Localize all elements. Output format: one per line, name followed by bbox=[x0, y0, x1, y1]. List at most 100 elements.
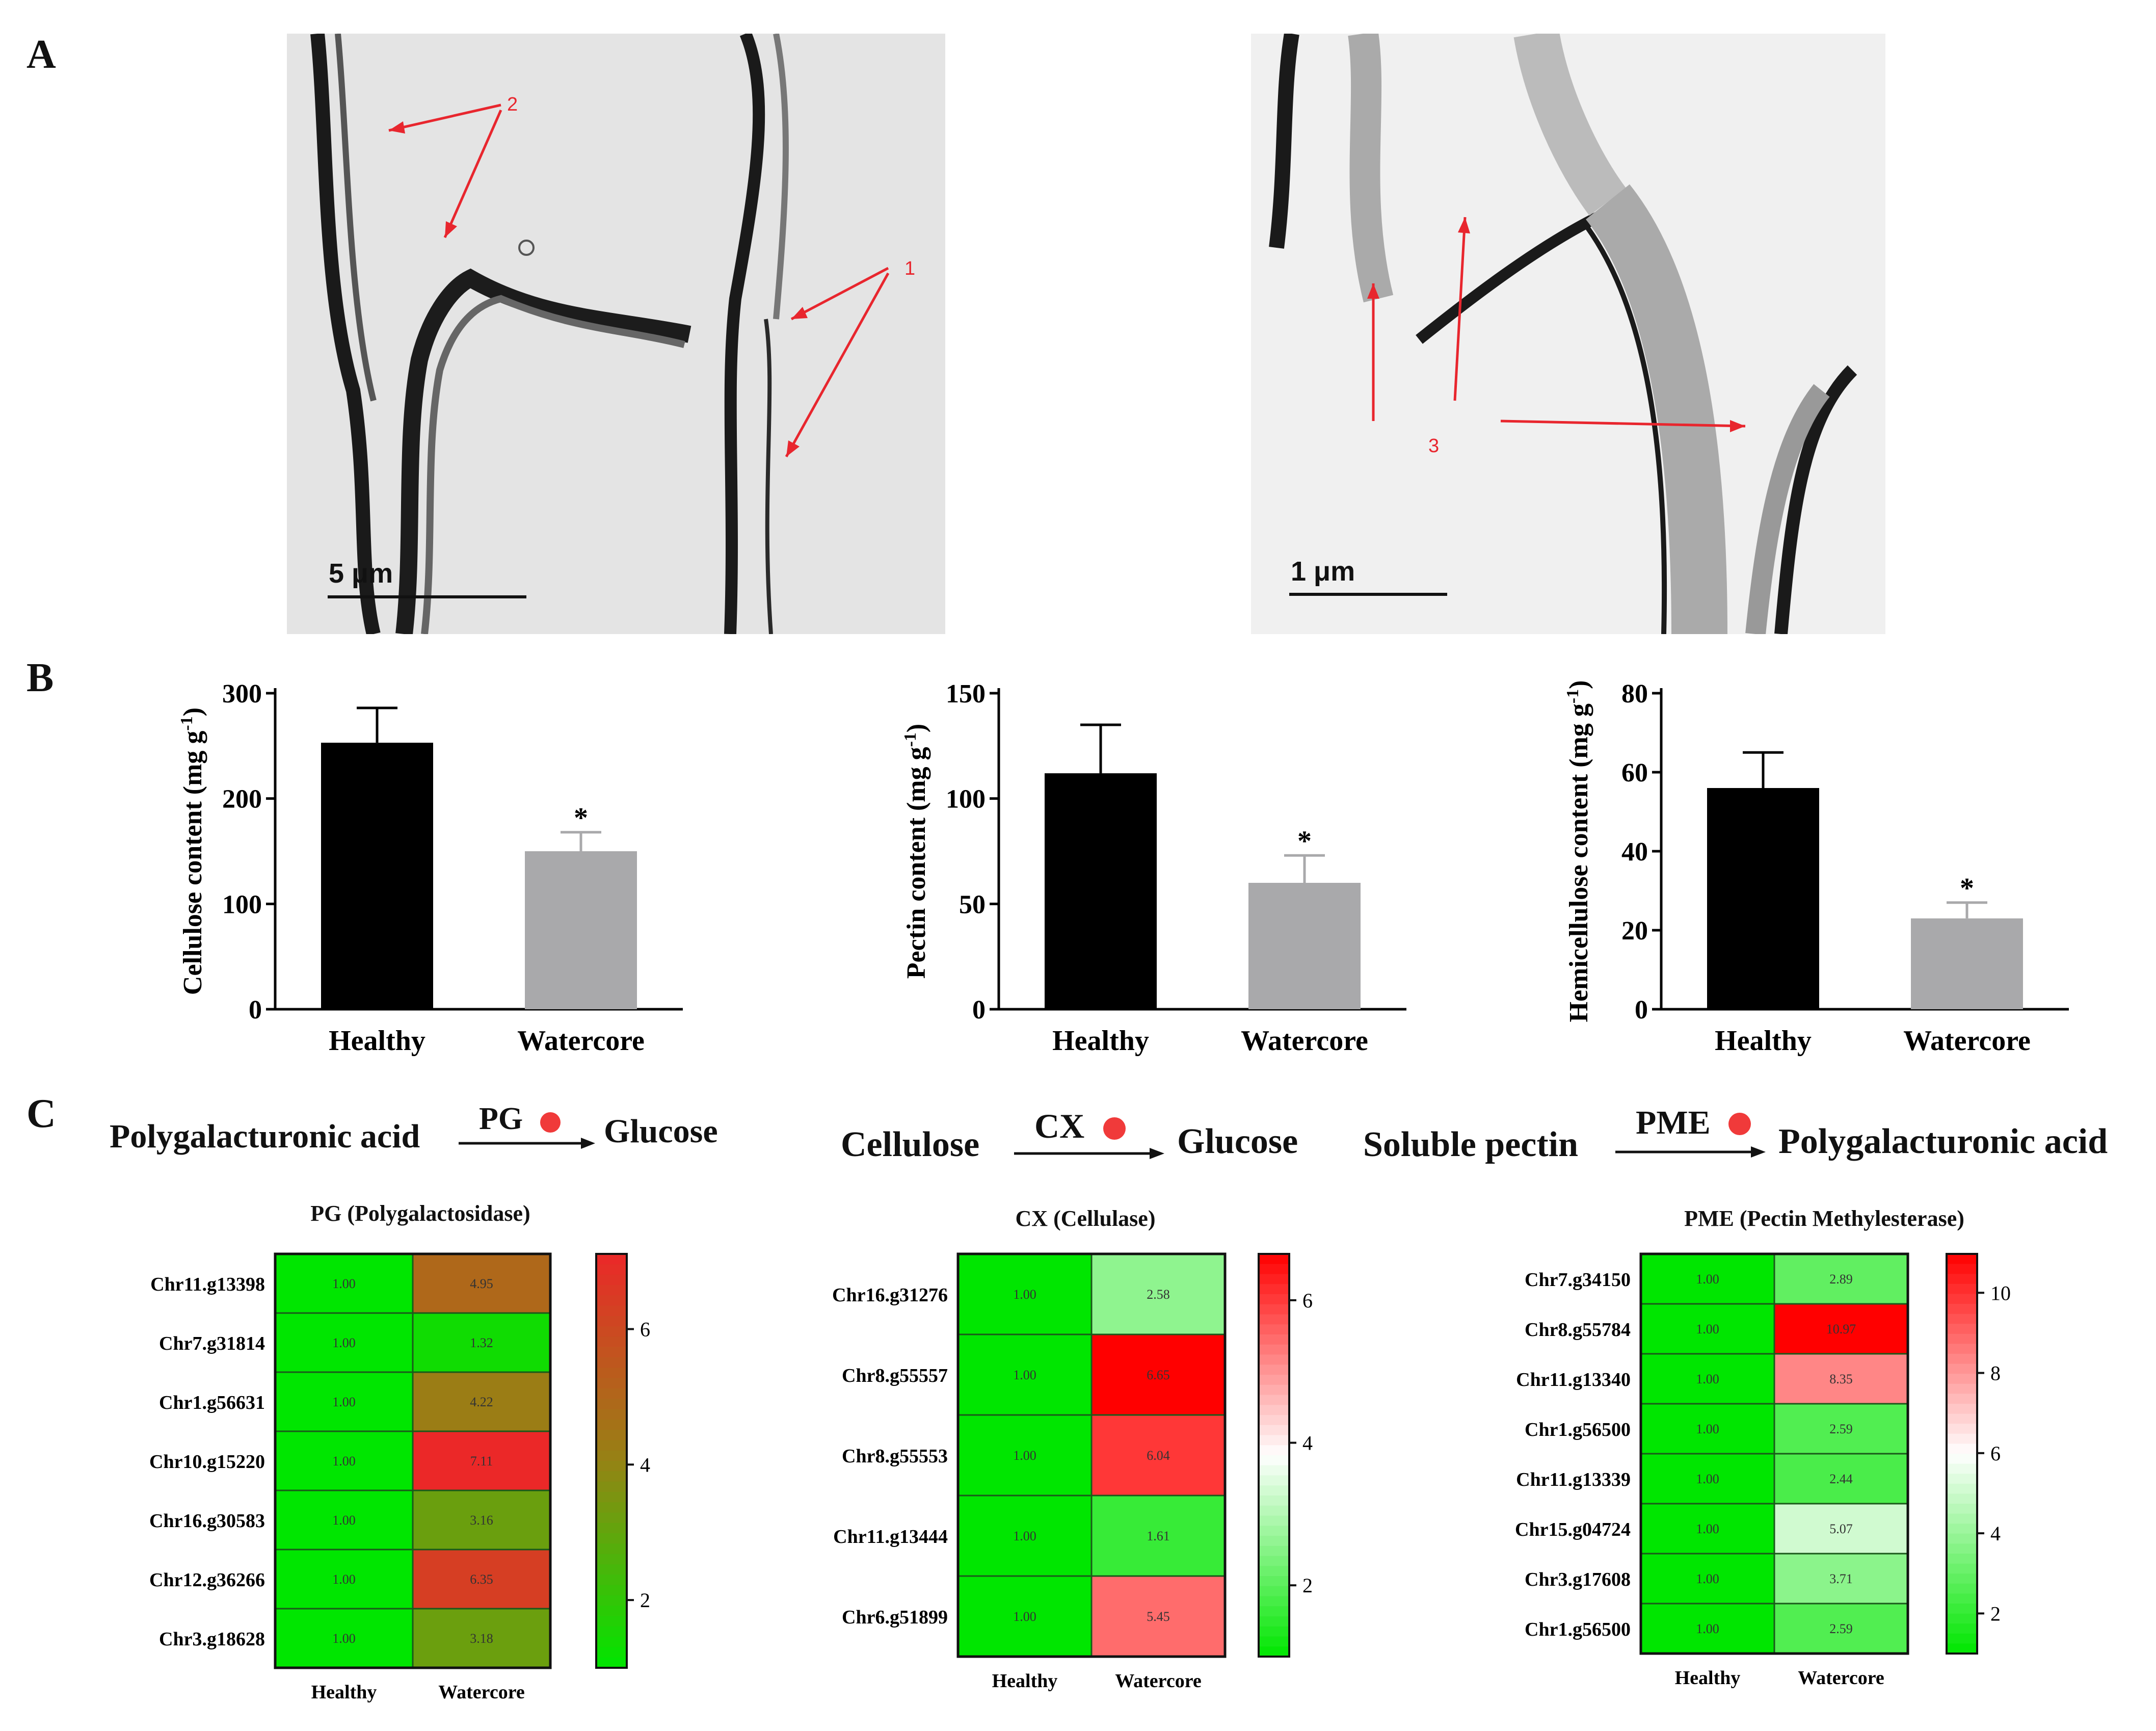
colorbar-segment bbox=[1947, 1324, 1977, 1334]
colorbar-segment bbox=[596, 1305, 627, 1317]
y-axis-label: Cellulose content (mg g-1) bbox=[177, 707, 208, 995]
y-tick-label: 40 bbox=[1621, 837, 1648, 867]
colorbar-tick-label: 6 bbox=[640, 1318, 650, 1341]
heatmap-cell bbox=[274, 1489, 414, 1551]
bar-chart-pectin: 0 50 100 150 Pectin content (mg g-1) Healthy W… bbox=[901, 679, 1406, 1057]
bar-watercore bbox=[525, 851, 637, 1009]
colorbar-segment bbox=[596, 1440, 627, 1451]
colorbar-segment bbox=[1259, 1526, 1289, 1536]
heatmap-cell bbox=[274, 1253, 414, 1314]
cell-value-label: 6.04 bbox=[1147, 1448, 1170, 1463]
scale-bar-label: 5 μm bbox=[329, 558, 393, 589]
micrograph-right: 3 1 μm bbox=[1251, 34, 1885, 634]
significance-marker: * bbox=[1297, 825, 1312, 857]
colorbar-segment bbox=[1259, 1475, 1289, 1486]
colorbar-segment bbox=[1259, 1455, 1289, 1466]
heatmap-row-label: Chr11.g13398 bbox=[150, 1274, 265, 1295]
colorbar-segment bbox=[596, 1585, 627, 1596]
reaction-1-product: Glucose bbox=[604, 1113, 718, 1150]
colorbar-segment bbox=[1259, 1294, 1289, 1305]
y-tick-label: 50 bbox=[959, 890, 986, 919]
heatmap-row-label: Chr1.g56631 bbox=[159, 1392, 265, 1413]
cell-value-label: 1.00 bbox=[332, 1395, 356, 1409]
cell-value-label: 10.97 bbox=[1826, 1322, 1856, 1336]
colorbar-segment bbox=[1259, 1536, 1289, 1546]
colorbar-segment bbox=[1947, 1474, 1977, 1484]
reaction-2-enzyme: CX bbox=[1034, 1107, 1085, 1145]
reaction-1-arrow: PG bbox=[459, 1101, 596, 1152]
cell-value-label: 7.11 bbox=[470, 1454, 493, 1468]
heatmap-row-label: Chr15.g04724 bbox=[1515, 1519, 1631, 1540]
x-tick-label: Healthy bbox=[329, 1025, 425, 1057]
x-tick-label: Healthy bbox=[1052, 1025, 1149, 1057]
heatmap-column-label: Watercore bbox=[438, 1682, 525, 1703]
micrograph-left: 1 2 5 μm bbox=[287, 34, 945, 634]
heatmap-column-label: Watercore bbox=[1798, 1667, 1884, 1689]
colorbar-segment bbox=[596, 1357, 627, 1369]
colorbar-segment bbox=[1947, 1573, 1977, 1584]
cell-value-label: 1.00 bbox=[1013, 1287, 1036, 1302]
cell-value-label: 2.89 bbox=[1829, 1272, 1853, 1287]
enzyme-dot-icon bbox=[1103, 1117, 1126, 1140]
heatmap-row-label: Chr7.g31814 bbox=[159, 1333, 265, 1354]
colorbar-tick-label: 2 bbox=[1302, 1574, 1313, 1597]
colorbar-tick-label: 8 bbox=[1990, 1362, 2001, 1385]
colorbar-segment bbox=[596, 1274, 627, 1286]
cell-value-label: 3.71 bbox=[1829, 1571, 1853, 1586]
heatmap-cell bbox=[1640, 1603, 1775, 1655]
colorbar-segment bbox=[596, 1554, 627, 1565]
colorbar-segment bbox=[1259, 1304, 1289, 1315]
heatmap-row-label: Chr8.g55784 bbox=[1525, 1319, 1631, 1341]
heatmap-row-label: Chr11.g13444 bbox=[833, 1526, 948, 1548]
colorbar-segment bbox=[596, 1564, 627, 1576]
colorbar-segment bbox=[596, 1575, 627, 1586]
heatmap-title-cx: CX (Cellulase) bbox=[1015, 1206, 1156, 1231]
colorbar-segment bbox=[596, 1461, 627, 1472]
colorbar-segment bbox=[596, 1419, 627, 1431]
bar-chart-hemicellulose: 0 20 40 60 80 Hemicellulose content (mg g-1) H… bbox=[1563, 679, 2069, 1057]
colorbar-segment bbox=[1947, 1593, 1977, 1604]
heatmap-cell bbox=[412, 1430, 551, 1491]
reaction-1-enzyme: PG bbox=[479, 1101, 523, 1136]
colorbar-segment bbox=[596, 1657, 627, 1668]
colorbar-segment bbox=[1259, 1566, 1289, 1577]
cell-value-label: 1.00 bbox=[332, 1513, 356, 1528]
colorbar-segment bbox=[596, 1326, 627, 1337]
heatmap-cell bbox=[412, 1312, 551, 1373]
x-tick-label: Watercore bbox=[517, 1025, 645, 1057]
colorbar-segment bbox=[1259, 1334, 1289, 1345]
colorbar-segment bbox=[1259, 1606, 1289, 1617]
colorbar-segment bbox=[1947, 1504, 1977, 1514]
cell-value-label: 1.00 bbox=[1696, 1372, 1719, 1386]
heatmap-cell bbox=[274, 1549, 414, 1610]
colorbar-segment bbox=[1259, 1485, 1289, 1496]
colorbar-tick-label: 2 bbox=[640, 1589, 650, 1612]
colorbar-segment bbox=[596, 1523, 627, 1534]
colorbar-segment bbox=[1947, 1433, 1977, 1445]
colorbar-tick-label: 4 bbox=[1990, 1522, 2001, 1545]
colorbar-segment bbox=[1259, 1626, 1289, 1637]
colorbar-segment bbox=[1259, 1324, 1289, 1335]
heatmap-cell bbox=[1090, 1414, 1226, 1497]
colorbar-segment bbox=[1259, 1515, 1289, 1527]
colorbar-segment bbox=[596, 1316, 627, 1327]
colorbar-segment bbox=[596, 1502, 627, 1513]
colorbar-segment bbox=[1259, 1496, 1289, 1506]
y-tick-label: 0 bbox=[972, 995, 986, 1025]
cell-value-label: 1.00 bbox=[1696, 1272, 1719, 1287]
cell-value-label: 6.35 bbox=[470, 1572, 493, 1587]
colorbar-segment bbox=[1947, 1454, 1977, 1464]
colorbar-segment bbox=[1947, 1424, 1977, 1434]
colorbar-segment bbox=[596, 1336, 627, 1348]
colorbar-segment bbox=[596, 1471, 627, 1482]
colorbar-segment bbox=[596, 1626, 627, 1638]
colorbar-tick-label: 10 bbox=[1990, 1281, 2011, 1304]
colorbar-segment bbox=[1259, 1545, 1289, 1557]
colorbar-segment bbox=[596, 1637, 627, 1648]
y-tick-label: 300 bbox=[222, 679, 262, 709]
colorbar-segment bbox=[1259, 1314, 1289, 1325]
colorbar-segment bbox=[1259, 1596, 1289, 1607]
enzyme-dot-icon bbox=[1728, 1113, 1751, 1135]
heatmap-column-label: Healthy bbox=[311, 1682, 377, 1703]
colorbar-segment bbox=[1947, 1254, 1977, 1265]
